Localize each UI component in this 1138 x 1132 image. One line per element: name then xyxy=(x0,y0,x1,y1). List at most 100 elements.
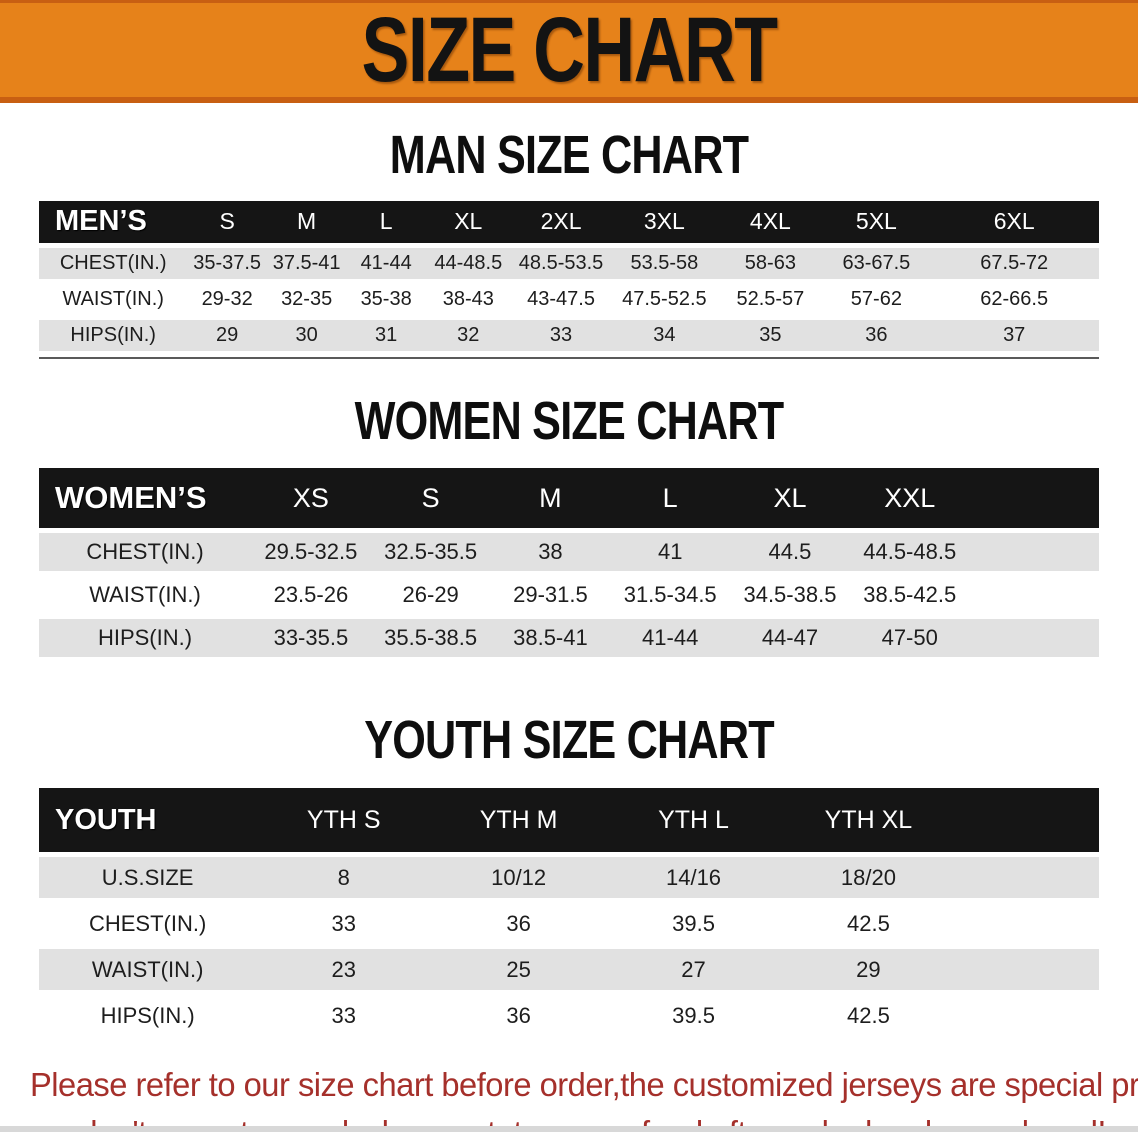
youth-ussize-row: U.S.SIZE 8 10/12 14/16 18/20 xyxy=(39,857,1099,899)
size-value-cell: 31 xyxy=(346,319,426,351)
row-label: CHEST(IN.) xyxy=(39,903,257,945)
size-value-cell: 29 xyxy=(780,949,956,991)
size-value-cell: 29-31.5 xyxy=(490,576,611,615)
size-value-cell: 44-47 xyxy=(730,619,850,658)
row-label: WAIST(IN.) xyxy=(39,283,188,315)
size-value-cell: 48.5-53.5 xyxy=(510,247,612,279)
size-value-cell: 35-37.5 xyxy=(187,247,267,279)
size-value-cell: 42.5 xyxy=(780,903,956,945)
mens-header-row: MEN’S S M L XL 2XL 3XL 4XL 5XL 6XL xyxy=(39,200,1099,243)
size-value-cell: 32-35 xyxy=(266,283,347,315)
size-value-cell: 33 xyxy=(510,319,612,351)
size-value-cell: 47-50 xyxy=(849,619,970,658)
youth-heading-text: YOUTH SIZE CHART xyxy=(364,710,774,771)
mens-col-2xl: 2XL xyxy=(510,200,612,243)
size-value-cell: 41-44 xyxy=(346,247,426,279)
size-value-cell: 23 xyxy=(256,949,432,991)
size-value-cell: 30 xyxy=(266,319,347,351)
size-value-cell: 39.5 xyxy=(606,995,781,1037)
mens-col-3xl: 3XL xyxy=(611,200,718,243)
size-value-cell: 44-48.5 xyxy=(425,247,511,279)
size-value-cell: 18/20 xyxy=(780,857,956,899)
womens-col-xl: XL xyxy=(730,468,850,529)
womens-col-l: L xyxy=(610,468,731,529)
size-value-cell: 29 xyxy=(187,319,267,351)
womens-waist-row: WAIST(IN.) 23.5-26 26-29 29-31.5 31.5-34… xyxy=(39,576,1099,615)
filler-cell xyxy=(955,788,1099,853)
youth-col-l: YTH L xyxy=(606,788,781,853)
row-label: WAIST(IN.) xyxy=(39,576,252,615)
mens-col-5xl: 5XL xyxy=(823,200,930,243)
size-value-cell: 36 xyxy=(823,319,930,351)
size-value-cell: 36 xyxy=(431,903,607,945)
youth-hips-row: HIPS(IN.) 33 36 39.5 42.5 xyxy=(39,995,1099,1037)
mens-hips-row: HIPS(IN.) 29 30 31 32 33 34 35 36 37 xyxy=(39,319,1099,351)
filler-cell xyxy=(955,995,1099,1037)
mens-col-6xl: 6XL xyxy=(929,200,1099,243)
row-label: HIPS(IN.) xyxy=(39,619,252,658)
size-value-cell: 58-63 xyxy=(717,247,824,279)
size-value-cell: 38 xyxy=(490,533,611,572)
size-value-cell: 57-62 xyxy=(823,283,930,315)
mens-size-table: MEN’S S M L XL 2XL 3XL 4XL 5XL 6XL CHEST… xyxy=(39,196,1099,356)
size-value-cell: 31.5-34.5 xyxy=(610,576,731,615)
youth-col-xl: YTH XL xyxy=(780,788,956,853)
size-value-cell: 27 xyxy=(606,949,781,991)
size-value-cell: 63-67.5 xyxy=(823,247,930,279)
womens-col-xs: XS xyxy=(251,468,371,529)
size-value-cell: 37.5-41 xyxy=(266,247,347,279)
womens-col-xxl: XXL xyxy=(849,468,970,529)
womens-col-s: S xyxy=(370,468,491,529)
size-value-cell: 33 xyxy=(256,903,432,945)
youth-waist-row: WAIST(IN.) 23 25 27 29 xyxy=(39,949,1099,991)
banner-title: SIZE CHART xyxy=(361,0,779,101)
size-value-cell: 38.5-42.5 xyxy=(849,576,970,615)
size-value-cell: 44.5 xyxy=(730,533,850,572)
size-value-cell: 14/16 xyxy=(606,857,781,899)
size-value-cell: 35.5-38.5 xyxy=(370,619,491,658)
size-value-cell: 25 xyxy=(431,949,607,991)
size-value-cell: 26-29 xyxy=(370,576,491,615)
filler-cell xyxy=(969,619,1099,658)
order-disclaimer: Please refer to our size chart before or… xyxy=(30,1061,1138,1132)
filler-cell xyxy=(955,949,1099,991)
row-label: CHEST(IN.) xyxy=(39,247,188,279)
youth-table-wrap: YOUTH YTH S YTH M YTH L YTH XL U.S.SIZE … xyxy=(39,783,1099,1041)
womens-size-table: WOMEN’S XS S M L XL XXL CHEST(IN.) 29.5-… xyxy=(39,463,1099,662)
size-value-cell: 53.5-58 xyxy=(611,247,718,279)
filler-cell xyxy=(955,857,1099,899)
bottom-divider xyxy=(0,1126,1138,1132)
mens-col-4xl: 4XL xyxy=(717,200,824,243)
size-value-cell: 52.5-57 xyxy=(717,283,824,315)
mens-col-l: L xyxy=(346,200,426,243)
size-value-cell: 67.5-72 xyxy=(929,247,1099,279)
disclaimer-line-1: Please refer to our size chart before or… xyxy=(30,1066,1138,1104)
size-value-cell: 38.5-41 xyxy=(490,619,611,658)
womens-col-m: M xyxy=(490,468,611,529)
mens-chest-row: CHEST(IN.) 35-37.5 37.5-41 41-44 44-48.5… xyxy=(39,247,1099,279)
row-label: U.S.SIZE xyxy=(39,857,257,899)
mens-heading-text: MAN SIZE CHART xyxy=(389,125,749,185)
womens-header-row: WOMEN’S XS S M L XL XXL xyxy=(39,468,1099,529)
youth-chest-row: CHEST(IN.) 33 36 39.5 42.5 xyxy=(39,903,1099,945)
size-value-cell: 32.5-35.5 xyxy=(370,533,491,572)
row-label: CHEST(IN.) xyxy=(39,533,252,572)
size-value-cell: 32 xyxy=(425,319,511,351)
youth-size-table: YOUTH YTH S YTH M YTH L YTH XL U.S.SIZE … xyxy=(39,783,1099,1041)
mens-col-xl: XL xyxy=(425,200,511,243)
womens-section-heading: WOMEN SIZE CHART xyxy=(0,392,1138,450)
size-value-cell: 33 xyxy=(256,995,432,1037)
womens-corner-label: WOMEN’S xyxy=(39,468,252,529)
womens-hips-row: HIPS(IN.) 33-35.5 35.5-38.5 38.5-41 41-4… xyxy=(39,619,1099,658)
size-value-cell: 29.5-32.5 xyxy=(251,533,371,572)
filler-cell xyxy=(969,468,1099,529)
mens-section-heading: MAN SIZE CHART xyxy=(0,127,1138,184)
size-value-cell: 23.5-26 xyxy=(251,576,371,615)
size-value-cell: 43-47.5 xyxy=(510,283,612,315)
mens-waist-row: WAIST(IN.) 29-32 32-35 35-38 38-43 43-47… xyxy=(39,283,1099,315)
size-value-cell: 47.5-52.5 xyxy=(611,283,718,315)
size-value-cell: 34 xyxy=(611,319,718,351)
size-chart-banner: SIZE CHART xyxy=(0,0,1138,103)
size-value-cell: 8 xyxy=(256,857,432,899)
mens-col-m: M xyxy=(266,200,347,243)
